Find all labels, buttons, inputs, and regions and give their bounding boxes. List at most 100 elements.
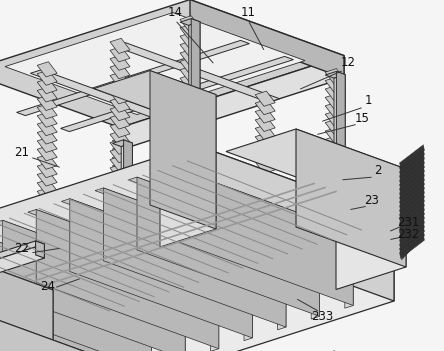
Polygon shape: [103, 188, 286, 327]
Polygon shape: [325, 71, 345, 78]
Polygon shape: [182, 199, 202, 214]
Text: 21: 21: [15, 146, 29, 159]
Text: 22: 22: [15, 241, 29, 254]
Text: 15: 15: [355, 112, 369, 125]
Polygon shape: [255, 167, 275, 182]
Polygon shape: [325, 194, 345, 210]
Polygon shape: [400, 200, 424, 224]
Polygon shape: [325, 136, 345, 151]
Polygon shape: [255, 192, 275, 207]
Polygon shape: [325, 85, 345, 101]
Polygon shape: [400, 221, 424, 246]
Polygon shape: [255, 158, 275, 173]
Polygon shape: [0, 145, 394, 311]
Polygon shape: [37, 179, 57, 194]
Polygon shape: [112, 213, 132, 228]
Polygon shape: [400, 153, 424, 177]
Polygon shape: [182, 232, 202, 247]
Polygon shape: [112, 187, 132, 203]
Polygon shape: [37, 95, 57, 111]
Polygon shape: [180, 100, 200, 115]
Polygon shape: [180, 91, 200, 107]
Polygon shape: [70, 199, 252, 338]
Polygon shape: [120, 55, 344, 150]
Polygon shape: [182, 165, 202, 180]
Polygon shape: [336, 169, 406, 290]
Polygon shape: [115, 43, 280, 102]
Polygon shape: [255, 200, 275, 216]
Polygon shape: [170, 166, 353, 305]
Polygon shape: [112, 246, 132, 261]
Polygon shape: [402, 199, 418, 220]
Polygon shape: [94, 71, 216, 113]
Polygon shape: [180, 24, 200, 39]
Polygon shape: [402, 217, 418, 238]
Polygon shape: [402, 191, 418, 211]
Polygon shape: [311, 244, 320, 319]
Polygon shape: [400, 166, 424, 190]
Polygon shape: [180, 75, 200, 90]
Polygon shape: [189, 22, 200, 165]
Polygon shape: [402, 160, 418, 180]
Polygon shape: [400, 174, 424, 199]
Polygon shape: [39, 290, 53, 351]
Polygon shape: [400, 196, 424, 220]
Polygon shape: [60, 57, 293, 132]
Polygon shape: [137, 177, 320, 316]
Polygon shape: [402, 182, 418, 202]
Polygon shape: [61, 199, 252, 268]
Polygon shape: [37, 196, 57, 211]
Polygon shape: [325, 127, 345, 143]
Polygon shape: [0, 242, 53, 294]
Polygon shape: [112, 254, 132, 270]
Polygon shape: [0, 242, 53, 351]
Polygon shape: [402, 155, 418, 176]
Polygon shape: [180, 58, 200, 73]
Polygon shape: [110, 64, 130, 79]
Polygon shape: [110, 308, 118, 351]
Polygon shape: [110, 89, 130, 104]
Text: 12: 12: [341, 55, 356, 68]
Polygon shape: [110, 147, 130, 163]
Polygon shape: [123, 140, 132, 283]
Polygon shape: [191, 19, 200, 162]
Polygon shape: [402, 195, 418, 216]
Polygon shape: [182, 173, 202, 188]
Polygon shape: [400, 187, 424, 211]
Polygon shape: [180, 142, 200, 157]
Text: 231: 231: [397, 216, 419, 229]
Polygon shape: [37, 70, 57, 85]
Polygon shape: [180, 133, 200, 148]
Polygon shape: [325, 186, 345, 201]
Polygon shape: [110, 106, 130, 121]
Polygon shape: [325, 111, 345, 126]
Polygon shape: [162, 166, 353, 236]
Polygon shape: [400, 213, 424, 237]
Polygon shape: [36, 210, 219, 349]
Polygon shape: [30, 70, 196, 129]
Polygon shape: [37, 137, 57, 152]
Polygon shape: [110, 139, 130, 154]
Polygon shape: [402, 235, 418, 256]
Polygon shape: [400, 217, 424, 241]
Polygon shape: [402, 164, 418, 185]
Polygon shape: [196, 145, 394, 301]
Polygon shape: [244, 265, 252, 340]
Polygon shape: [255, 116, 275, 132]
Polygon shape: [400, 204, 424, 229]
Polygon shape: [110, 114, 130, 129]
Polygon shape: [400, 149, 424, 173]
Polygon shape: [110, 47, 130, 62]
Polygon shape: [402, 168, 418, 189]
Polygon shape: [400, 183, 424, 207]
Polygon shape: [0, 242, 118, 351]
Polygon shape: [160, 95, 216, 247]
Polygon shape: [182, 123, 202, 138]
Polygon shape: [5, 13, 305, 114]
Polygon shape: [180, 83, 200, 98]
Polygon shape: [112, 230, 132, 245]
Polygon shape: [177, 287, 185, 351]
Polygon shape: [182, 224, 202, 239]
Polygon shape: [325, 144, 345, 159]
Polygon shape: [28, 210, 219, 279]
